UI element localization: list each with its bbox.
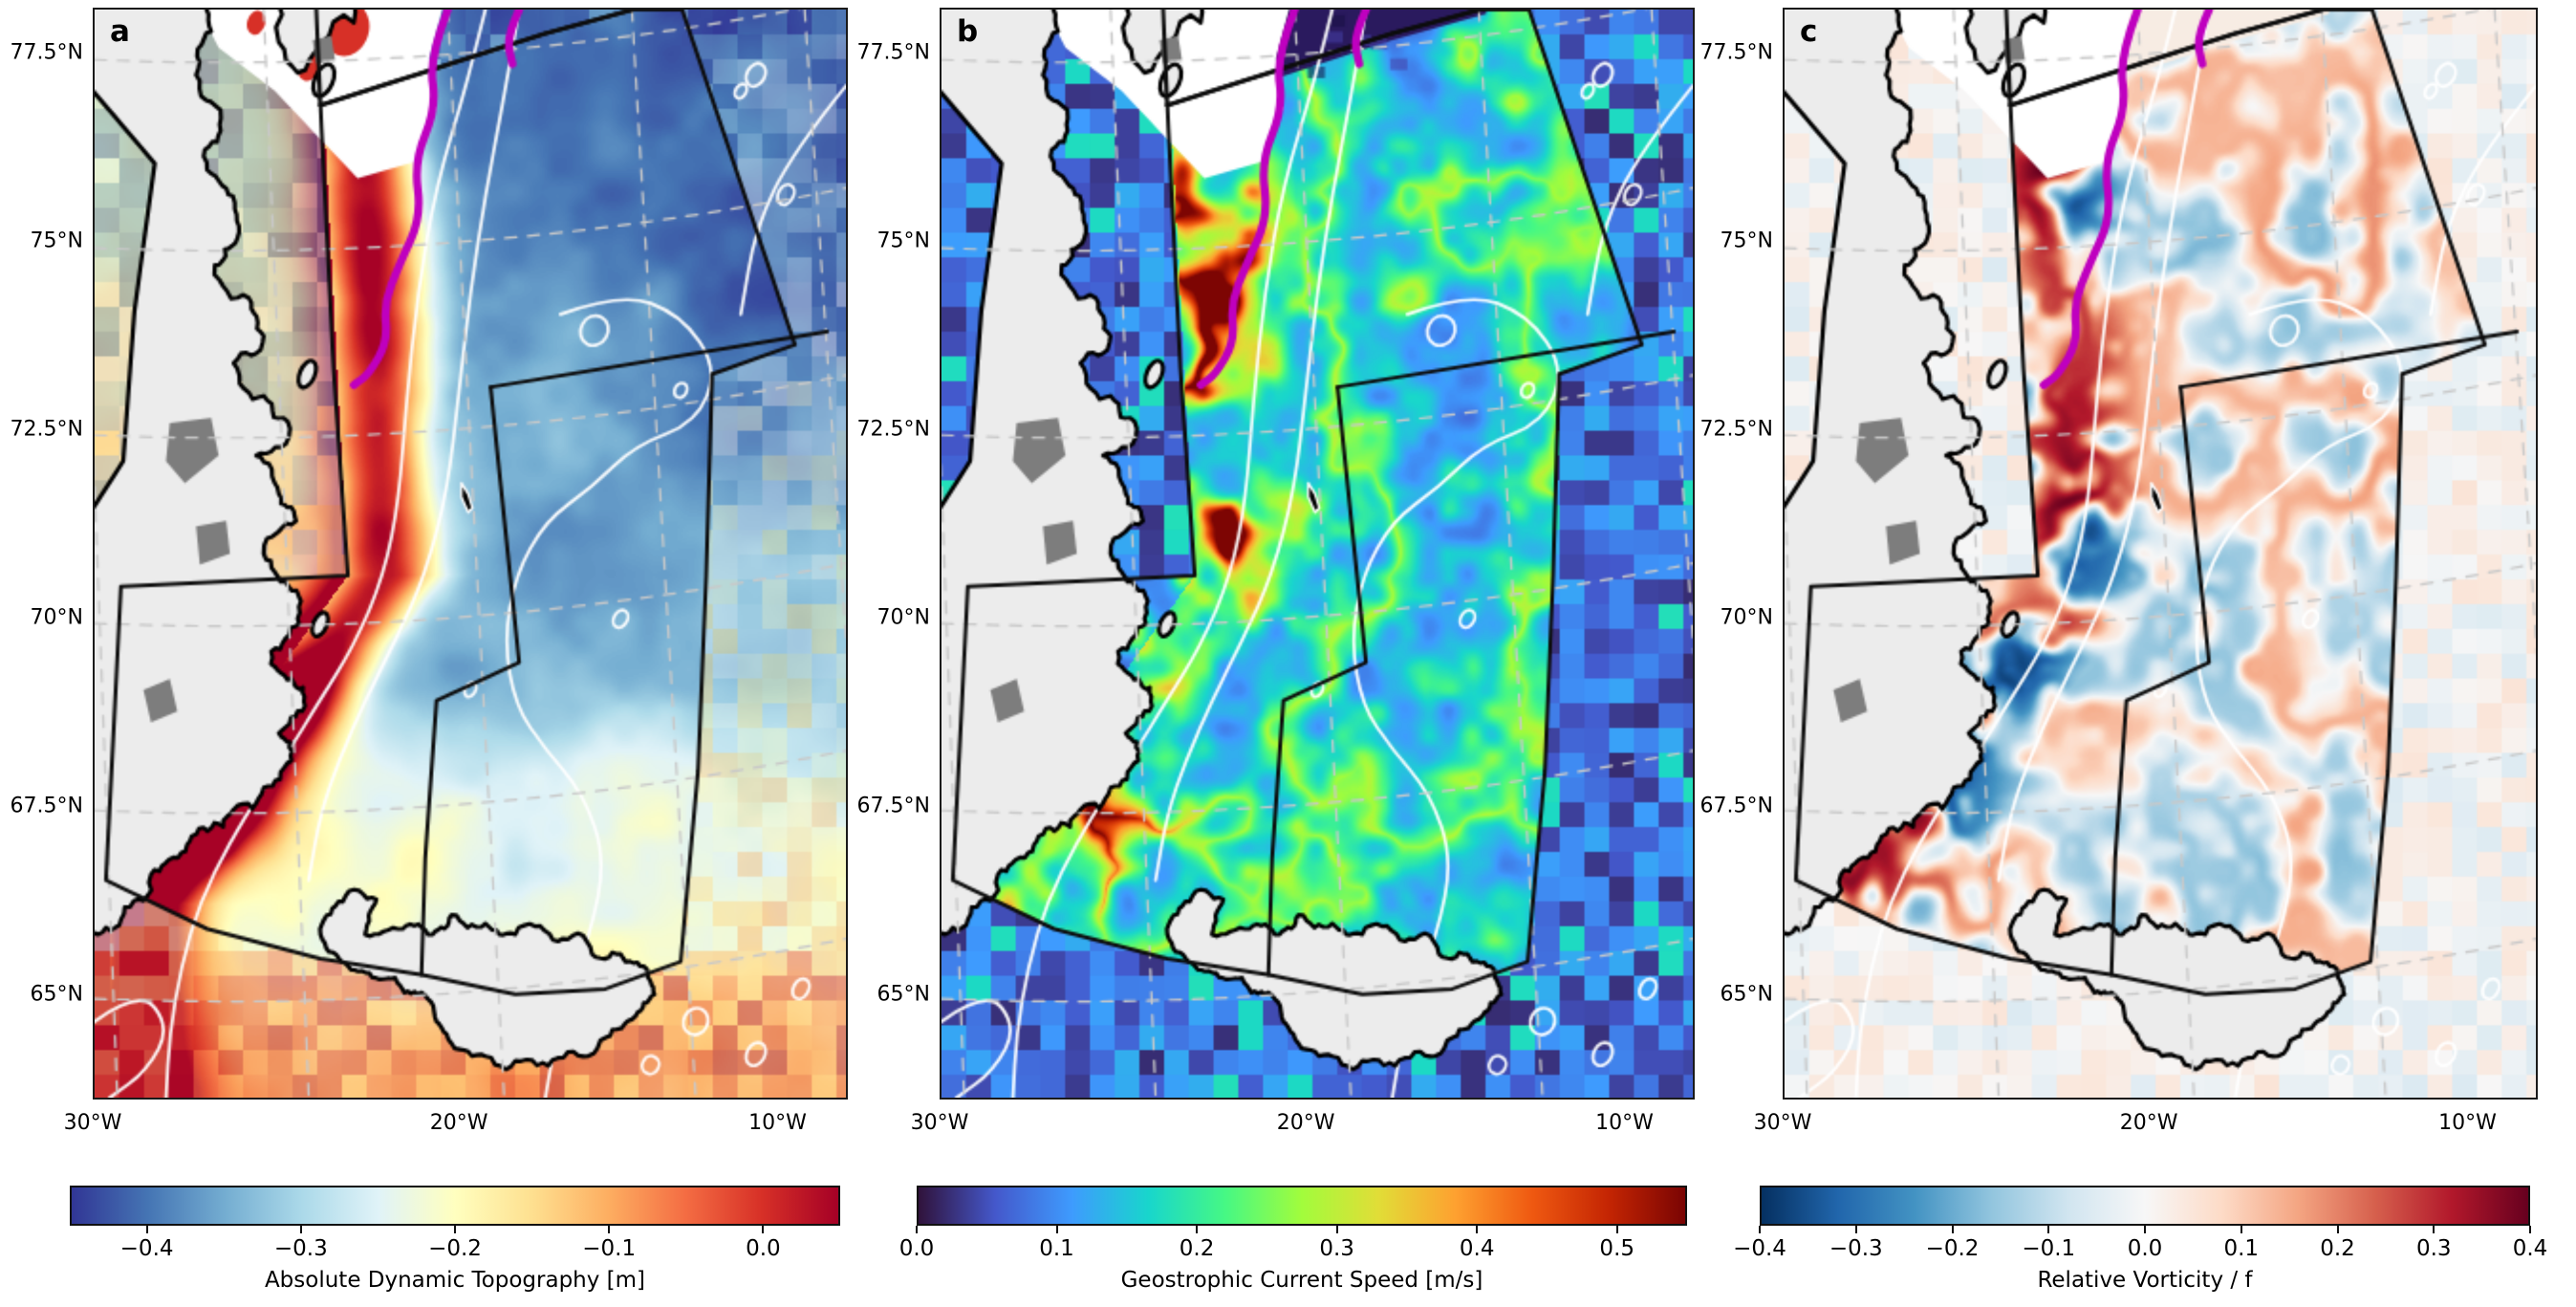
lat-tick-label: 75°N	[1720, 229, 1773, 253]
colorbar-tick-label: −0.4	[1733, 1236, 1786, 1261]
colorbar-tick	[1854, 1226, 1857, 1233]
colorbar-tick	[608, 1226, 611, 1233]
lat-tick-label: 67.5°N	[856, 794, 930, 818]
panel-letter-c: c	[1800, 14, 1818, 49]
map-panel-c: c	[1783, 8, 2538, 1100]
colorbar-tick	[1759, 1226, 1761, 1233]
colorbar-tick-label: 0.3	[1319, 1236, 1354, 1261]
lat-tick-label: 72.5°N	[856, 417, 930, 442]
colorbar-tick-label: −0.3	[1829, 1236, 1883, 1261]
colorbar-tick	[2529, 1226, 2531, 1233]
lon-tick-label: 30°W	[1753, 1111, 1812, 1135]
lon-tick-label: 20°W	[2119, 1111, 2178, 1135]
lat-tick-label: 65°N	[1720, 982, 1773, 1007]
colorbar-tick-label: 0.4	[2512, 1236, 2548, 1261]
panel-letter-a: a	[110, 14, 130, 49]
colorbar-title-vorticity: Relative Vorticity / f	[2037, 1268, 2253, 1293]
panel-letter-b: b	[957, 14, 979, 49]
lat-tick-label: 67.5°N	[10, 794, 83, 818]
colorbar-tick	[762, 1226, 765, 1233]
colorbar-tick-label: 0.4	[1459, 1236, 1495, 1261]
colorbar-tick	[1055, 1226, 1058, 1233]
lon-tick-label: 30°W	[63, 1111, 122, 1135]
map-canvas-a	[95, 10, 846, 1098]
lon-tick-label: 10°W	[748, 1111, 807, 1135]
map-canvas-c	[1785, 10, 2536, 1098]
lat-tick-label: 77.5°N	[856, 40, 930, 65]
colorbar-adt: Absolute Dynamic Topography [m] −0.4 −0.3…	[70, 1186, 840, 1300]
colorbar-tick	[2433, 1226, 2435, 1233]
colorbar-tick	[1196, 1226, 1199, 1233]
colorbar-tick-label: 0.0	[746, 1236, 781, 1261]
colorbar-tick	[2336, 1226, 2339, 1233]
colorbar-tick	[454, 1226, 456, 1233]
colorbar-tick-label: 0.2	[1179, 1236, 1215, 1261]
lat-tick-label: 70°N	[30, 605, 83, 630]
colorbar-tick-label: 0.0	[898, 1236, 935, 1261]
map-canvas-b	[942, 10, 1693, 1098]
lat-tick-label: 70°N	[877, 605, 930, 630]
colorbar-gradient-adt	[70, 1186, 840, 1226]
colorbar-vorticity: Relative Vorticity / f −0.4 −0.3 −0.2 −0.1 0…	[1733, 1186, 2547, 1300]
colorbar-tick	[1615, 1226, 1618, 1233]
lat-tick-label: 77.5°N	[10, 40, 83, 65]
colorbar-tick-label: 0.0	[2127, 1236, 2163, 1261]
colorbar-gradient-vorticity	[1760, 1186, 2530, 1226]
map-panel-a: a	[93, 8, 848, 1100]
colorbar-tick-label: −0.1	[582, 1236, 637, 1261]
lat-tick-label: 70°N	[1720, 605, 1773, 630]
colorbar-tick	[2047, 1226, 2050, 1233]
colorbar-tick	[1335, 1226, 1338, 1233]
lon-tick-label: 30°W	[910, 1111, 969, 1135]
colorbar-title-speed: Geostrophic Current Speed [m/s]	[1120, 1268, 1483, 1293]
lon-tick-label: 20°W	[1276, 1111, 1335, 1135]
colorbar-tick-label: −0.2	[428, 1236, 482, 1261]
colorbar-tick-label: −0.4	[119, 1236, 174, 1261]
lat-tick-label: 72.5°N	[1699, 417, 1773, 442]
lon-tick-label: 20°W	[429, 1111, 488, 1135]
lat-tick-label: 75°N	[30, 229, 83, 253]
colorbar-tick	[916, 1226, 918, 1233]
lon-tick-label: 10°W	[2438, 1111, 2497, 1135]
colorbar-tick-label: 0.3	[2415, 1236, 2452, 1261]
lat-tick-label: 75°N	[877, 229, 930, 253]
lat-tick-label: 65°N	[877, 982, 930, 1007]
colorbar-tick-label: −0.2	[1925, 1236, 1980, 1261]
lat-tick-label: 65°N	[30, 982, 83, 1007]
colorbar-tick	[2144, 1226, 2146, 1233]
colorbar-tick-label: −0.1	[2022, 1236, 2076, 1261]
colorbar-tick-label: 0.1	[2223, 1236, 2260, 1261]
colorbar-speed: Geostrophic Current Speed [m/s] 0.0 0.1 0.…	[899, 1186, 1687, 1300]
colorbar-tick-label: −0.3	[273, 1236, 328, 1261]
colorbar-tick	[1476, 1226, 1479, 1233]
colorbar-tick	[2240, 1226, 2242, 1233]
colorbar-tick-label: 0.5	[1599, 1236, 1635, 1261]
lat-tick-label: 72.5°N	[10, 417, 83, 442]
lat-tick-label: 77.5°N	[1699, 40, 1773, 65]
colorbar-tick	[299, 1226, 302, 1233]
map-panel-b: b	[940, 8, 1695, 1100]
colorbar-tick-label: 0.1	[1039, 1236, 1074, 1261]
colorbar-tick	[1951, 1226, 1954, 1233]
colorbar-title-adt: Absolute Dynamic Topography [m]	[264, 1268, 646, 1293]
colorbar-gradient-speed	[917, 1186, 1687, 1226]
lon-tick-label: 10°W	[1595, 1111, 1654, 1135]
colorbar-tick-label: 0.2	[2320, 1236, 2355, 1261]
lat-tick-label: 67.5°N	[1699, 794, 1773, 818]
colorbar-tick	[145, 1226, 148, 1233]
